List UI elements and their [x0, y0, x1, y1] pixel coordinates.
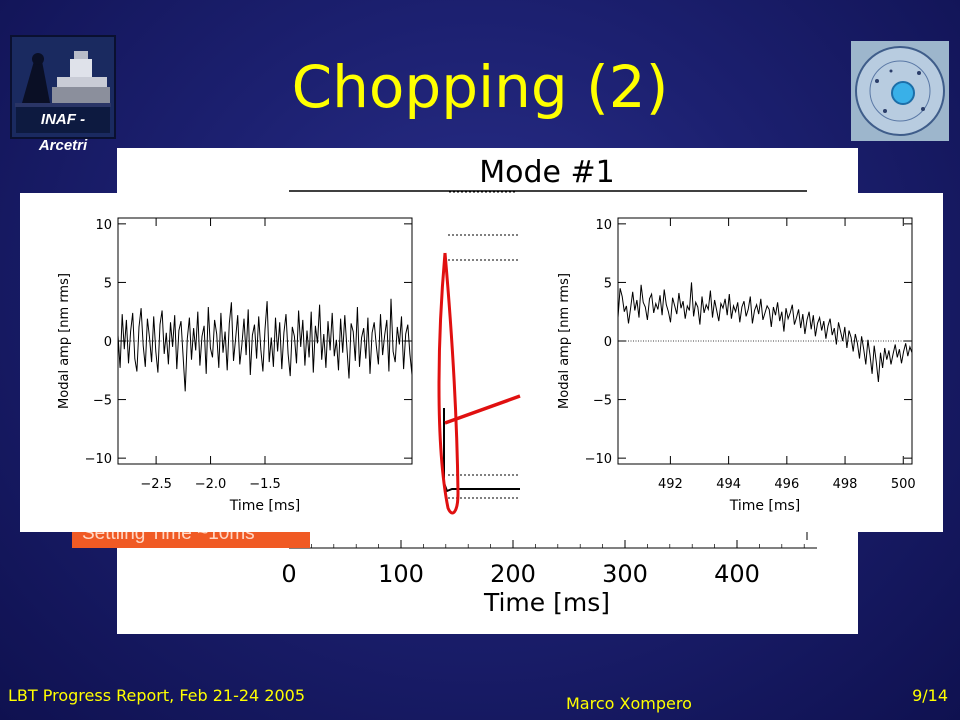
- modal-amp-plots: 10 5 0 −5 −10 −2.5 −2.0 −1.5 Time [ms] Modal amp …: [20, 193, 943, 532]
- plot2-y-tick-label: −10: [585, 452, 612, 467]
- plot1-y-tick-label: −5: [93, 394, 112, 409]
- middle-step-strip: [437, 234, 521, 515]
- mode-x-tick-label: 0: [281, 560, 296, 588]
- plot1-x-tick-label: −2.0: [195, 477, 227, 492]
- footer-page-number: 9/14: [912, 686, 948, 705]
- footer-left: LBT Progress Report, Feb 21-24 2005: [8, 686, 306, 705]
- logo-left-text: INAF - Arcetri: [16, 107, 110, 154]
- mode-x-label: Time [ms]: [483, 588, 610, 617]
- inaf-seal-logo: [851, 41, 949, 141]
- footer-author: Marco Xompero: [566, 694, 692, 713]
- mode-x-tick-label: 100: [378, 560, 424, 588]
- plot2-y-tick-label: −5: [593, 394, 612, 409]
- red-highlight-loop: [437, 252, 460, 515]
- plot1-x-tick-label: −1.5: [249, 477, 281, 492]
- plot2-x-tick-label: 498: [833, 477, 858, 492]
- plot2-y-tick-label: 5: [604, 276, 612, 291]
- middle-step-line: [443, 408, 520, 493]
- plot1-y-tick-label: 0: [104, 335, 112, 350]
- plot2-x-tick-label: 500: [891, 477, 916, 492]
- plot2-y-tick-label: 10: [595, 218, 612, 233]
- plot2-x-tick-label: 496: [774, 477, 799, 492]
- plot1-series-line: [117, 298, 413, 392]
- plot1-y-label: Modal amp [nm rms]: [57, 273, 72, 409]
- inaf-arcetri-logo: INAF - Arcetri: [10, 35, 116, 154]
- plot2-y-label: Modal amp [nm rms]: [557, 273, 572, 409]
- plot1-x-tick-label: −2.5: [140, 477, 172, 492]
- plot1-y-tick-label: −10: [85, 452, 112, 467]
- mode-x-tick-label: 400: [714, 560, 760, 588]
- plot1-frame: [117, 217, 413, 465]
- plot1-y-tick-label: 5: [104, 276, 112, 291]
- mode-title: Mode #1: [479, 155, 615, 190]
- telescope-illustration: [15, 51, 111, 107]
- plot2-x-label: Time [ms]: [729, 498, 801, 514]
- mode-x-tick-label: 200: [490, 560, 536, 588]
- plot2-series-line: [617, 282, 913, 383]
- red-pointer-line: [444, 394, 521, 425]
- slide-title: Chopping (2): [291, 53, 669, 121]
- plot2-y-tick-label: 0: [604, 335, 612, 350]
- plot2-x-tick-label: 492: [658, 477, 683, 492]
- plot1-x-label: Time [ms]: [229, 498, 301, 514]
- plot1-y-tick-label: 10: [95, 218, 112, 233]
- mode-x-tick-label: 300: [602, 560, 648, 588]
- plot2-x-tick-label: 494: [716, 477, 741, 492]
